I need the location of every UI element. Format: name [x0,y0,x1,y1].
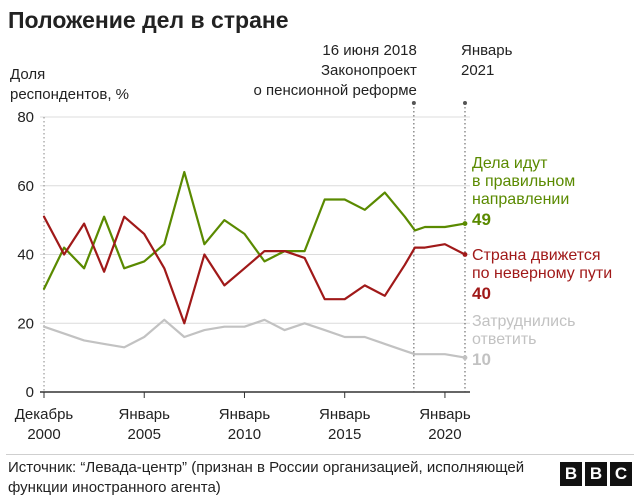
x-tick-label: 2000 [27,426,60,443]
x-tick-label: Декабрь [15,406,74,423]
y-tick-labels: 0 20 40 60 80 [17,109,34,401]
y-tick-label: 80 [17,109,34,126]
y-axis-label-line: респондентов, % [10,86,129,103]
series-end-value: 10 [472,350,491,369]
series-lines [42,170,468,361]
series-label: Затруднились [472,313,575,330]
x-tick-label: Январь [219,406,271,423]
source-note: Источник: “Левада-центр” (признан в Росс… [8,459,525,496]
bbc-logo-letter: B [560,462,582,486]
annotations: 16 июня 2018 Законопроект о пенсионной реф… [254,42,513,99]
series-line [42,170,467,290]
series-label: ответить [472,331,537,348]
y-tick-label: 40 [17,247,34,264]
annotation-label: Законопроект [321,62,417,79]
event-marker-dot [411,101,416,105]
y-axis-label: Доля респондентов, % [10,66,129,103]
series-end-value: 49 [472,210,491,229]
x-tick-label: 2010 [228,426,261,443]
annotation-label: 16 июня 2018 [322,42,416,59]
series-label: направлении [472,191,569,208]
x-tick-label: 2015 [328,426,361,443]
series-line [42,318,467,359]
y-tick-label: 0 [26,384,34,401]
y-tick-label: 60 [17,178,34,195]
event-marker-dot [462,101,467,105]
series-label: в правильном [472,173,575,190]
annotation-label: Январь [461,42,513,59]
series-label: Страна движется [472,247,601,264]
x-tick-label: Январь [119,406,171,423]
footer-divider [6,454,634,455]
annotation-label: о пенсионной реформе [254,82,417,99]
series-label: по неверному пути [472,265,612,282]
bbc-logo: B B C [560,462,632,486]
y-axis-label-line: Доля [10,66,45,83]
series-end-value: 40 [472,284,491,303]
series-end-point [462,355,468,361]
y-tick-label: 20 [17,315,34,332]
grid-lines [40,116,470,393]
x-tick-labels: Декабрь 2000 Январь 2005 Январь 2010 Январь 201… [15,392,471,443]
x-tick-label: 2020 [428,426,461,443]
annotation-label: 2021 [461,62,494,79]
series-label: Дела идут [472,155,548,172]
bbc-logo-letter: B [585,462,607,486]
series-end-point [462,252,468,257]
x-tick-label: Январь [419,406,471,423]
bbc-logo-letter: C [610,462,632,486]
series-line [42,215,467,325]
x-tick-label: Январь [319,406,371,423]
series-end-point [462,221,468,226]
chart-title: Положение дел в стране [8,7,289,33]
x-tick-label: 2005 [128,426,161,443]
